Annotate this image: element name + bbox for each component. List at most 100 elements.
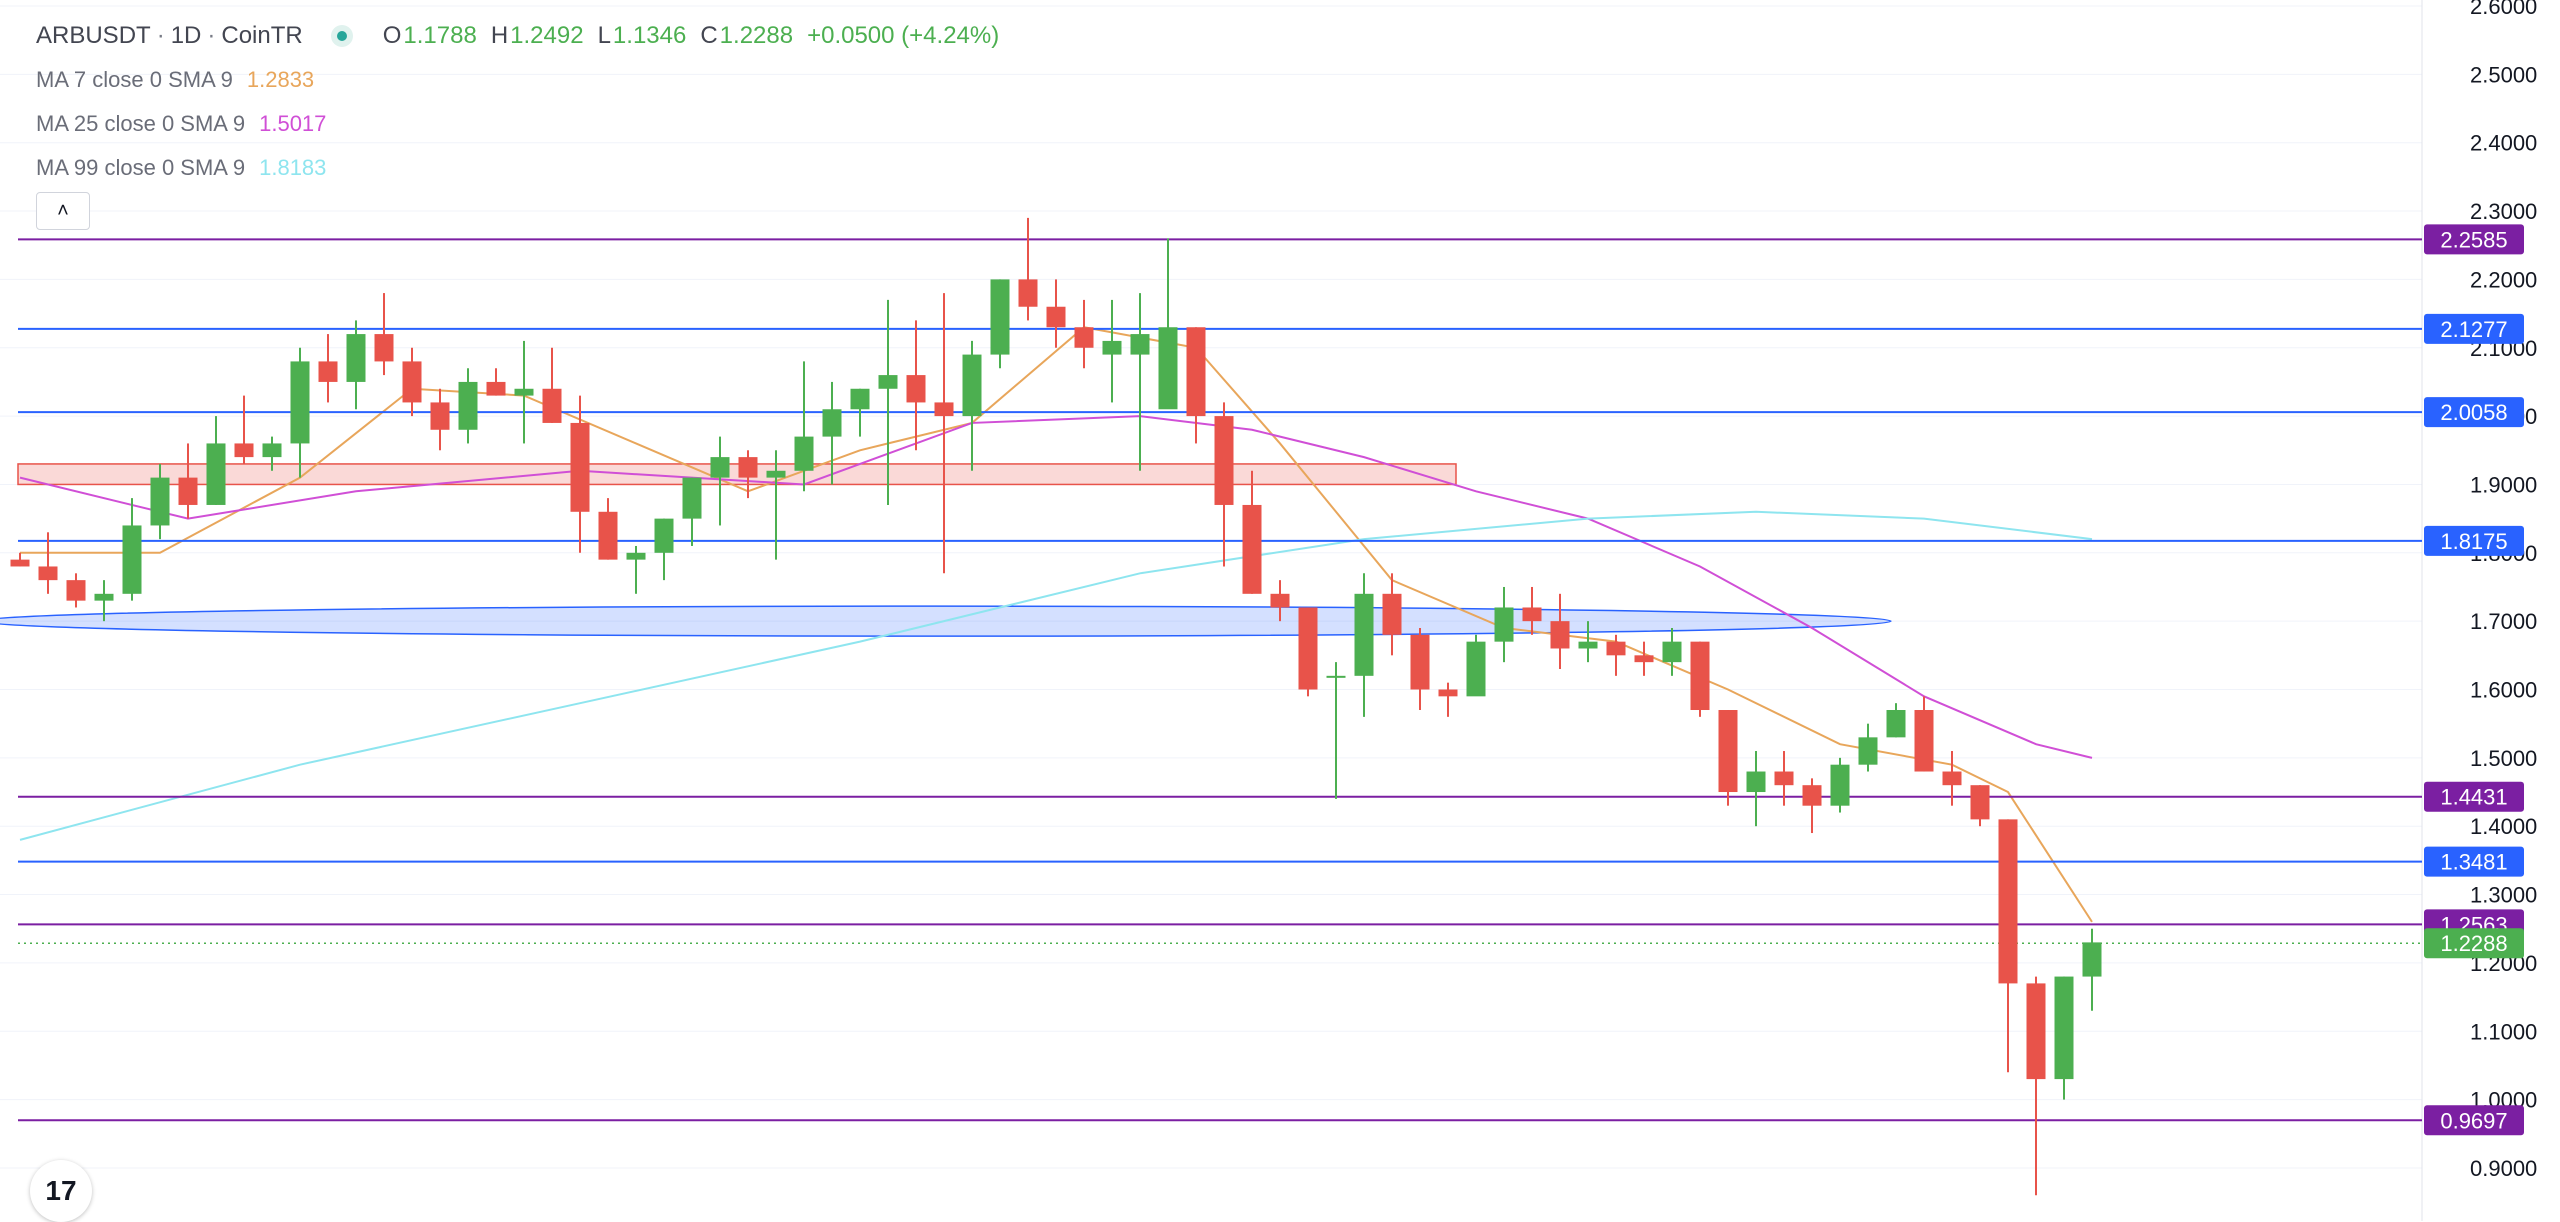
candle-body xyxy=(66,580,86,601)
candle-body xyxy=(1410,634,1430,690)
candle-body xyxy=(794,436,814,471)
candle-body xyxy=(1438,689,1458,697)
candle-body xyxy=(1774,771,1794,786)
candle-body xyxy=(2082,942,2102,977)
candle-body xyxy=(1746,771,1766,793)
close-label: C xyxy=(700,22,718,49)
candle-body xyxy=(906,375,926,403)
candle-body xyxy=(682,477,702,519)
candle-body xyxy=(1158,327,1178,410)
price-label-text: 1.3481 xyxy=(2440,850,2507,875)
candle-body xyxy=(374,334,394,362)
open-value: 1.1788 xyxy=(403,22,477,49)
candle-body xyxy=(234,443,254,458)
candle-body xyxy=(1942,771,1962,786)
separator: · xyxy=(156,22,165,49)
candle-body xyxy=(1298,607,1318,690)
indicator-row-ma7[interactable]: MA 7 close 0 SMA 9 1.2833 xyxy=(36,58,1013,102)
candle-body xyxy=(1018,279,1038,307)
y-tick-label: 0.9000 xyxy=(2470,1156,2537,1181)
indicator-row-ma99[interactable]: MA 99 close 0 SMA 9 1.8183 xyxy=(36,146,1013,190)
candle-body xyxy=(1718,710,1738,793)
candle-body xyxy=(2054,976,2074,1080)
price-label-badge xyxy=(2424,781,2524,812)
candle-body xyxy=(1270,593,1290,608)
candle-body xyxy=(878,375,898,389)
candle-body xyxy=(654,518,674,553)
candle-body xyxy=(1214,416,1234,505)
candle-body xyxy=(10,559,30,567)
y-tick-label: 2.2000 xyxy=(2470,267,2537,292)
candle-body xyxy=(1914,710,1934,772)
price-label-badge xyxy=(2424,397,2524,428)
candle-body xyxy=(1074,327,1094,348)
candle-body xyxy=(1858,737,1878,765)
price-label-badge xyxy=(2424,525,2524,556)
candle-body xyxy=(1998,819,2018,984)
indicator-value: 1.5017 xyxy=(259,111,327,136)
candle-body xyxy=(1550,621,1570,649)
candle-body xyxy=(990,279,1010,355)
resistance-zone-rect xyxy=(17,463,1457,486)
candle-body xyxy=(262,443,282,458)
price-label-text: 2.1277 xyxy=(2440,317,2507,342)
price-label-badge xyxy=(2424,224,2524,255)
candle-body xyxy=(290,361,310,444)
price-label-badge xyxy=(2424,928,2524,959)
candle-body xyxy=(94,593,114,601)
collapse-legend-button[interactable]: ˄ xyxy=(36,192,90,230)
candle-body xyxy=(934,402,954,417)
candle-body xyxy=(710,457,730,478)
chevron-up-icon: ˄ xyxy=(57,199,69,222)
candle-body xyxy=(570,422,590,512)
price-label-text: 1.4431 xyxy=(2440,785,2507,810)
candle-body xyxy=(206,443,226,505)
candle-body xyxy=(766,470,786,478)
price-label-badge xyxy=(2424,1105,2524,1136)
candle-body xyxy=(1886,710,1906,738)
indicator-row-ma25[interactable]: MA 25 close 0 SMA 9 1.5017 xyxy=(36,102,1013,146)
candle-body xyxy=(514,388,534,396)
candle-body xyxy=(850,388,870,410)
candle-body xyxy=(38,566,58,581)
y-tick-label: 2.3000 xyxy=(2470,199,2537,224)
candle-body xyxy=(1634,655,1654,663)
candle-body xyxy=(1130,334,1150,355)
candle-body xyxy=(178,477,198,505)
candle-body xyxy=(598,511,618,560)
candle-body xyxy=(1354,593,1374,676)
high-value: 1.2492 xyxy=(510,22,584,49)
candle-body xyxy=(1326,675,1346,678)
indicator-name: MA 99 close 0 SMA 9 xyxy=(36,155,246,180)
candle-body xyxy=(1382,593,1402,635)
candle-body xyxy=(1662,641,1682,663)
candle-body xyxy=(822,409,842,437)
y-tick-label: 1.9000 xyxy=(2470,472,2537,497)
y-tick-label: 2.4000 xyxy=(2470,131,2537,156)
market-status-icon xyxy=(330,25,353,47)
indicator-name: MA 25 close 0 SMA 9 xyxy=(36,111,246,136)
close-value: 1.2288 xyxy=(719,22,794,49)
price-label-text: 1.2288 xyxy=(2440,931,2507,956)
separator: · xyxy=(207,22,216,49)
candle-body xyxy=(346,334,366,382)
candle-body xyxy=(150,477,170,526)
price-label-text: 1.8175 xyxy=(2440,529,2507,554)
indicator-name: MA 7 close 0 SMA 9 xyxy=(36,67,233,92)
exchange-name: CoinTR xyxy=(221,22,303,49)
candle-body xyxy=(2026,983,2046,1080)
candle-body xyxy=(430,402,450,430)
candle-body xyxy=(402,361,422,403)
candle-body xyxy=(1242,504,1262,594)
interval[interactable]: 1D xyxy=(170,22,202,49)
tradingview-logo-icon[interactable]: 17 xyxy=(30,1160,92,1222)
indicator-value: 1.8183 xyxy=(259,155,327,180)
low-value: 1.1346 xyxy=(612,22,687,49)
y-tick-label: 2.5000 xyxy=(2470,62,2537,87)
logo-text: 17 xyxy=(45,1175,77,1206)
symbol-name[interactable]: ARBUSDT xyxy=(36,22,151,49)
price-label-badge xyxy=(2424,313,2524,344)
y-tick-label: 1.6000 xyxy=(2470,678,2537,703)
candle-body xyxy=(318,361,338,382)
